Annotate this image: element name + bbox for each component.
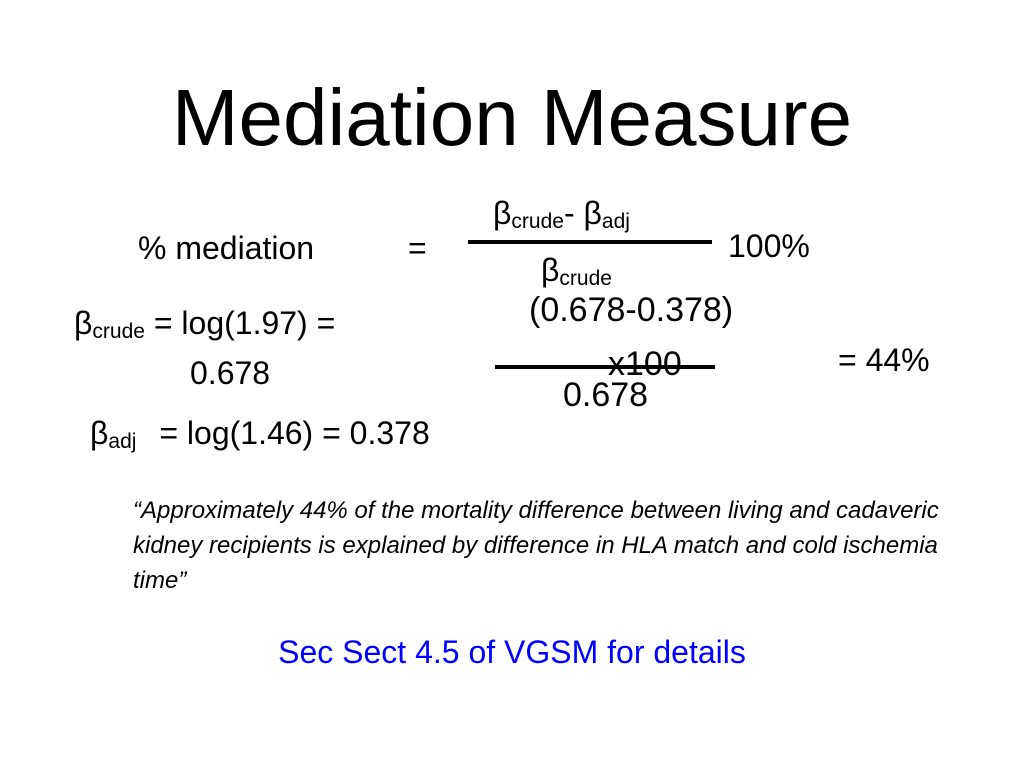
beta-symbol: β [90,415,109,451]
calc-numerator: (0.678-0.378) [529,291,734,329]
slide-title: Mediation Measure [171,73,853,162]
fraction-bar [468,240,712,244]
calc-result: = 44% [838,342,930,378]
details-reference-link[interactable]: Sec Sect 4.5 of VGSM for details [278,634,746,670]
fraction-numerator: βcrude- βadj [493,194,630,241]
beta-symbol: β [74,305,93,341]
beta-crude-expression: = log(1.97) = [153,305,336,341]
fraction-denominator: βcrude [541,251,612,298]
beta-adj-expression: = log(1.46) = 0.378 [159,415,430,451]
minus-sign: - [563,195,575,231]
beta-symbol: β [493,195,512,231]
beta-crude-equation: βcrude = log(1.97) = [74,304,335,351]
adj-subscript: adj [601,210,630,233]
multiplier-100-percent: 100% [728,228,810,264]
quote-text: Approximately 44% of the mortality diffe… [133,497,939,594]
crude-subscript: crude [92,320,145,343]
beta-adj-equation: βadj = log(1.46) = 0.378 [90,414,430,461]
calc-x100: x100 [608,345,682,383]
calc-denominator: 0.678 [563,376,649,414]
crude-subscript: crude [559,267,612,290]
calc-fraction-bar [495,365,715,369]
interpretation-quote: “Approximately 44% of the mortality diff… [133,493,953,598]
crude-subscript: crude [511,210,564,233]
adj-subscript: adj [108,430,137,453]
open-quote-mark: “ [133,497,141,524]
beta-crude-value: 0.678 [190,355,271,391]
mediation-equals: = [408,230,427,266]
close-quote-mark: ” [178,567,187,594]
beta-symbol: β [541,252,560,288]
beta-symbol: β [583,195,602,231]
mediation-label: % mediation [138,230,315,266]
